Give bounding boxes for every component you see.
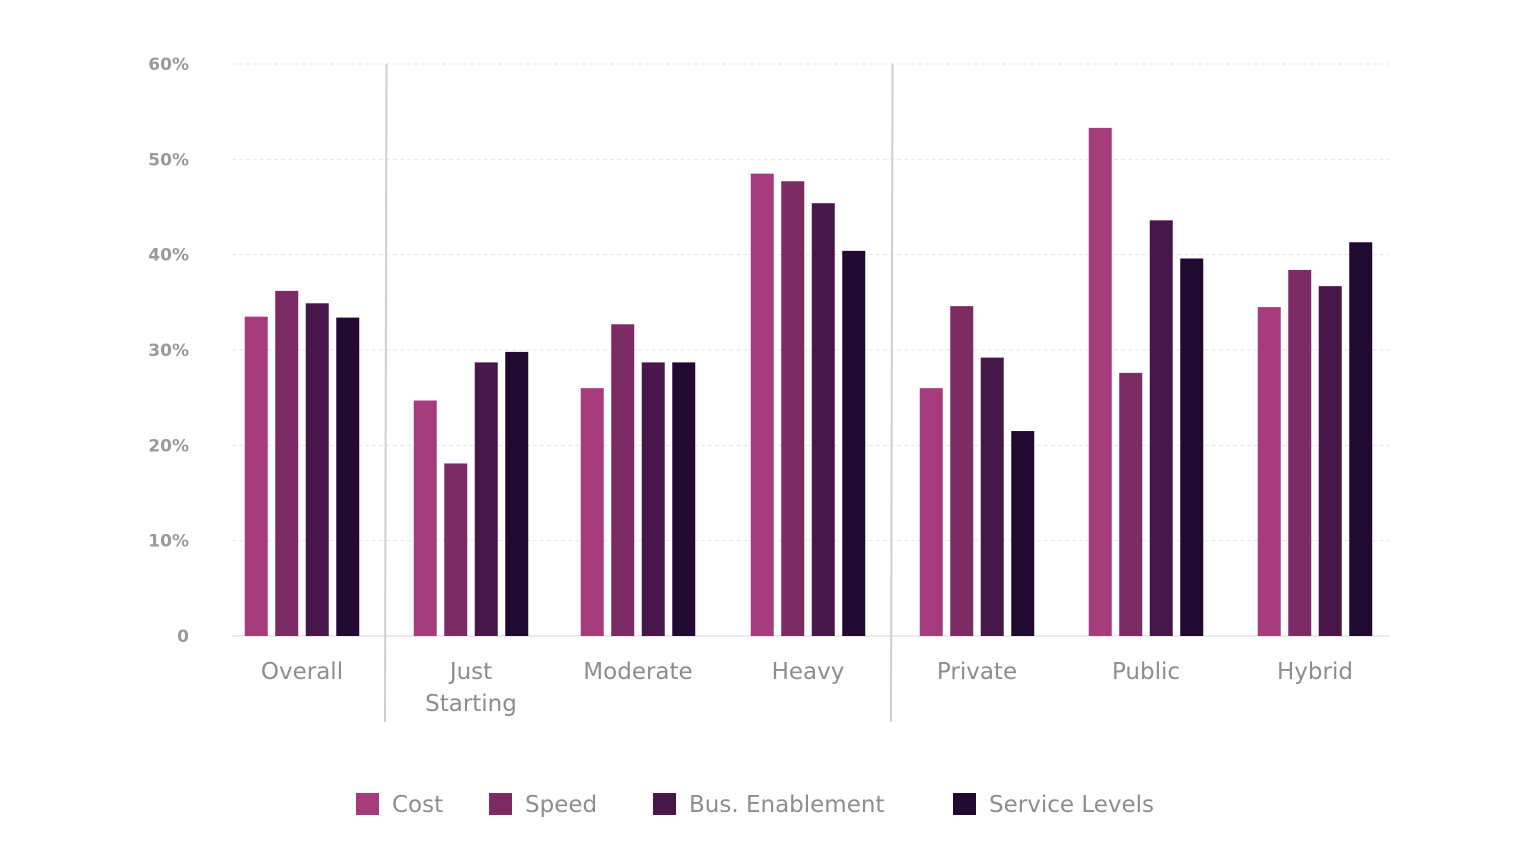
bar — [950, 306, 974, 636]
bar — [1149, 220, 1173, 636]
bar — [1088, 127, 1112, 636]
bar — [781, 181, 805, 636]
legend-swatch — [356, 793, 379, 815]
bar — [1119, 372, 1143, 636]
bar — [811, 203, 835, 637]
x-tick-label: Moderate — [583, 659, 692, 685]
bar — [1349, 242, 1373, 637]
bar — [305, 303, 329, 636]
bar — [275, 290, 299, 636]
legend-swatch — [953, 793, 976, 815]
y-tick-label: 0 — [177, 627, 189, 647]
bar — [611, 324, 635, 636]
legend-item: Service Levels — [953, 792, 1154, 818]
bar — [1318, 286, 1342, 636]
legend-label: Service Levels — [989, 792, 1154, 818]
y-tick-label: 40% — [148, 246, 189, 266]
bar — [1011, 431, 1035, 636]
y-tick-label: 60% — [148, 55, 189, 75]
bar — [980, 357, 1004, 636]
legend-item: Speed — [489, 792, 597, 818]
bar — [672, 362, 696, 636]
legend-label: Bus. Enablement — [689, 792, 884, 818]
y-tick-label: 50% — [148, 150, 189, 170]
y-tick-label: 10% — [148, 532, 189, 552]
bar — [919, 388, 943, 636]
group-separator — [384, 63, 388, 723]
group-separator — [890, 63, 894, 723]
legend-label: Speed — [525, 792, 597, 818]
bar — [641, 362, 665, 636]
bar — [1257, 307, 1281, 636]
legend-swatch — [653, 793, 676, 815]
bar — [580, 388, 604, 636]
bar — [750, 173, 774, 636]
y-tick-label: 30% — [148, 341, 189, 361]
legend-item: Cost — [356, 792, 443, 818]
legend-item: Bus. Enablement — [653, 792, 884, 818]
bar — [842, 250, 866, 636]
legend-swatch — [489, 793, 512, 815]
bar — [1180, 258, 1204, 636]
bar — [336, 317, 360, 636]
x-tick-label: Heavy — [772, 659, 845, 685]
x-tick-label: Public — [1112, 659, 1180, 685]
bar — [413, 400, 437, 636]
bar — [505, 351, 529, 636]
y-tick-label: 20% — [148, 436, 189, 456]
bar — [244, 316, 268, 636]
bar — [1288, 269, 1312, 636]
x-tick-label: Overall — [261, 659, 343, 685]
x-tick-label: Starting — [425, 691, 517, 717]
bar — [444, 463, 468, 636]
legend-label: Cost — [392, 792, 443, 818]
x-tick-label: Hybrid — [1277, 659, 1353, 685]
bar — [474, 362, 498, 636]
x-tick-label: Private — [937, 659, 1017, 685]
x-tick-label: Just — [448, 659, 492, 685]
